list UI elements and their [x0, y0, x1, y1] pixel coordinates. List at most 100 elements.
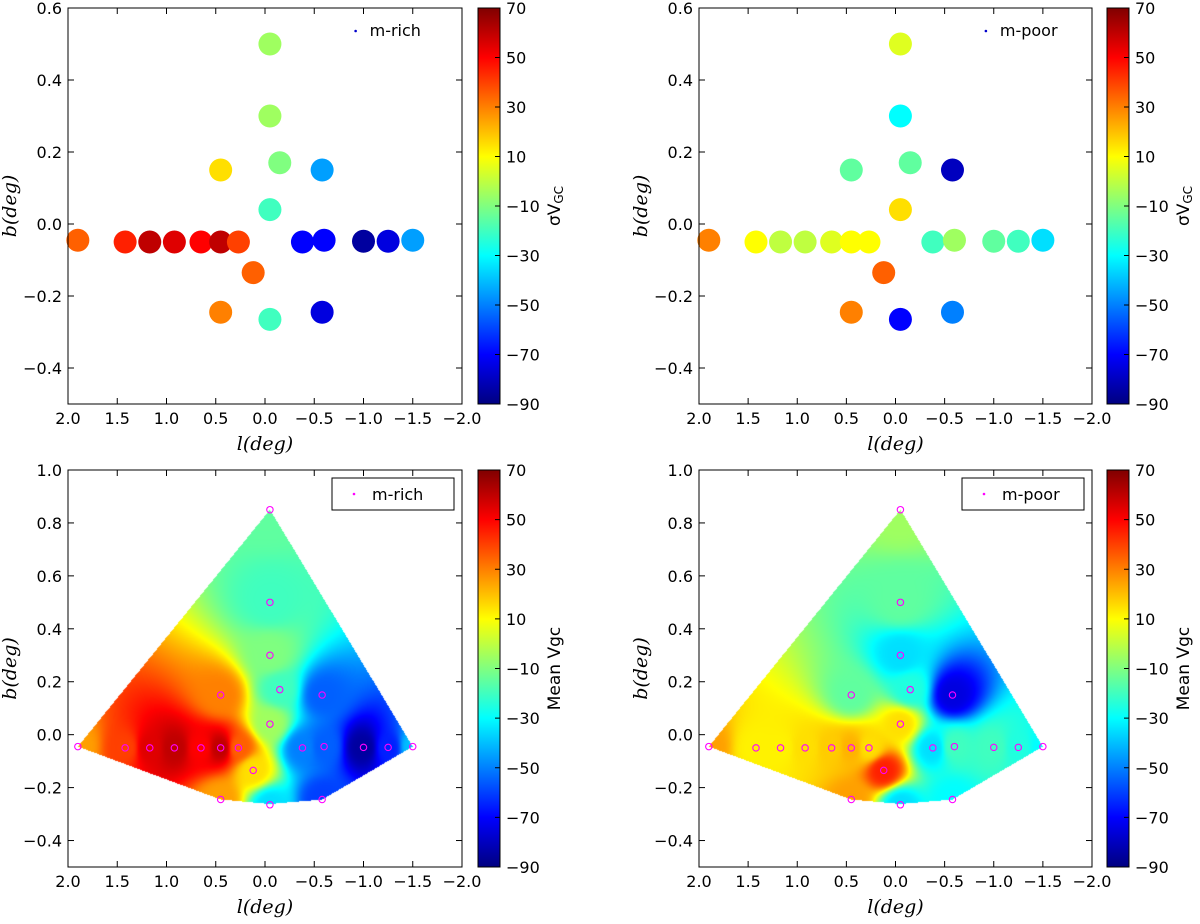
data-point: [376, 229, 400, 253]
colorbar-tick-label: 30: [506, 98, 526, 117]
data-point: [744, 230, 768, 254]
y-tick-label: 0.0: [37, 726, 62, 745]
legend-label: m-poor: [1000, 21, 1058, 40]
data-point: [258, 307, 282, 331]
data-point: [74, 742, 82, 751]
y-axis-label: b(deg): [630, 637, 652, 700]
colorbar-tick-label: 50: [506, 49, 526, 68]
x-tick-label: −2.0: [1073, 872, 1112, 891]
data-point: [697, 228, 721, 252]
data-point: [66, 228, 90, 252]
x-tick-label: 0.0: [252, 409, 277, 428]
y-tick-label: −0.4: [654, 832, 693, 851]
y-tick-label: 0.8: [37, 514, 62, 533]
data-point: [216, 795, 225, 804]
data-point: [847, 744, 856, 752]
colorbar-tick-label: 70: [506, 461, 526, 480]
data-point: [189, 230, 213, 254]
x-tick-label: 1.5: [105, 872, 130, 891]
colorbar-tick-label: −10: [506, 660, 540, 679]
y-tick-label: −0.2: [23, 287, 62, 306]
colorbar-tick-label: 10: [1135, 610, 1155, 629]
data-point: [982, 229, 1006, 253]
colorbar-tick-label: 10: [506, 148, 526, 167]
x-tick-label: 1.0: [785, 872, 810, 891]
data-point: [1039, 742, 1047, 751]
data-point: [268, 151, 292, 175]
x-tick-label: −0.5: [925, 872, 964, 891]
colorbar-tick-label: 30: [1135, 560, 1155, 579]
x-tick-label: 0.5: [834, 409, 859, 428]
y-tick-label: 0.4: [37, 620, 62, 639]
colorbar-tick-label: −30: [506, 247, 540, 266]
x-tick-label: 0.5: [834, 872, 859, 891]
colorbar-label: σVGC: [545, 186, 566, 226]
y-axis-label: b(deg): [0, 637, 21, 700]
data-point: [266, 720, 274, 728]
y-tick-label: −0.4: [654, 359, 693, 378]
x-tick-label: −0.5: [295, 872, 334, 891]
colorbar-tick-label: −10: [1135, 660, 1169, 679]
y-tick-label: 0.4: [668, 620, 693, 639]
colorbar-tick-label: 10: [506, 610, 526, 629]
data-point: [879, 766, 888, 775]
data-point: [948, 795, 957, 804]
colorbar-tick-label: −70: [1135, 808, 1169, 827]
data-point: [266, 598, 274, 607]
data-point: [241, 261, 265, 285]
colorbar-tick-label: 70: [1135, 461, 1155, 480]
data-point: [896, 505, 905, 514]
x-tick-label: −1.5: [1023, 409, 1062, 428]
x-axis-label: l(deg): [867, 433, 923, 455]
data-point: [793, 230, 817, 254]
panel-p3: 2.0 1.5 1.0 0.5 0.0 −0.5 −1.0 −1.5 −2.0 −0.4 −0.2 0…: [0, 461, 565, 918]
colorbar-tick-label: −30: [1135, 247, 1169, 266]
data-point: [298, 744, 307, 752]
data-point: [318, 691, 326, 699]
colorbar-tick-label: −30: [1135, 709, 1169, 728]
colorbar-tick-label: −70: [506, 346, 540, 365]
data-point: [146, 744, 154, 752]
data-point: [921, 230, 945, 254]
y-tick-label: 1.0: [668, 461, 693, 480]
data-point: [776, 744, 785, 752]
x-tick-label: 1.0: [785, 409, 810, 428]
data-point: [121, 744, 129, 752]
data-point: [820, 230, 844, 254]
x-tick-label: 1.5: [735, 409, 760, 428]
colorbar-tick-label: 30: [506, 560, 526, 579]
data-point: [320, 742, 328, 751]
x-tick-label: 0.5: [203, 409, 228, 428]
colorbar-tick-label: −10: [506, 197, 540, 216]
data-point: [1014, 743, 1023, 752]
x-tick-label: −2.0: [443, 872, 482, 891]
data-point: [384, 743, 392, 752]
data-point: [872, 261, 896, 285]
data-point: [839, 230, 863, 254]
colorbar-tick-label: 30: [1135, 98, 1155, 117]
x-tick-label: −0.5: [925, 409, 964, 428]
colorbar-tick-label: −50: [1135, 759, 1169, 778]
legend-marker: [984, 29, 988, 33]
data-point: [312, 228, 336, 252]
panel-p4: 2.0 1.5 1.0 0.5 0.0 −0.5 −1.0 −1.5 −2.0 −0.4 −0.2 0…: [630, 461, 1194, 918]
legend-box: [331, 477, 455, 511]
colorbar-tick-label: −50: [506, 296, 540, 315]
y-tick-label: 0.0: [668, 726, 693, 745]
y-tick-label: 0.6: [37, 567, 62, 586]
data-point: [209, 230, 233, 254]
colorbar-label: Mean Vgc: [545, 627, 565, 711]
x-tick-label: −1.0: [344, 409, 383, 428]
heatmap-surface: [68, 470, 462, 867]
data-point: [226, 230, 250, 254]
legend-label: m-rich: [372, 485, 423, 504]
data-point: [162, 230, 186, 254]
data-point: [896, 598, 905, 607]
data-point: [209, 158, 233, 182]
data-point: [258, 32, 282, 56]
panel-p2: 2.0 1.5 1.0 0.5 0.0 −0.5 −1.0 −1.5 −2.0 −0.4 −0.2 0…: [630, 0, 1195, 455]
x-tick-label: 1.0: [154, 872, 179, 891]
data-point: [352, 229, 375, 253]
data-point: [847, 691, 856, 699]
data-point: [940, 158, 964, 182]
